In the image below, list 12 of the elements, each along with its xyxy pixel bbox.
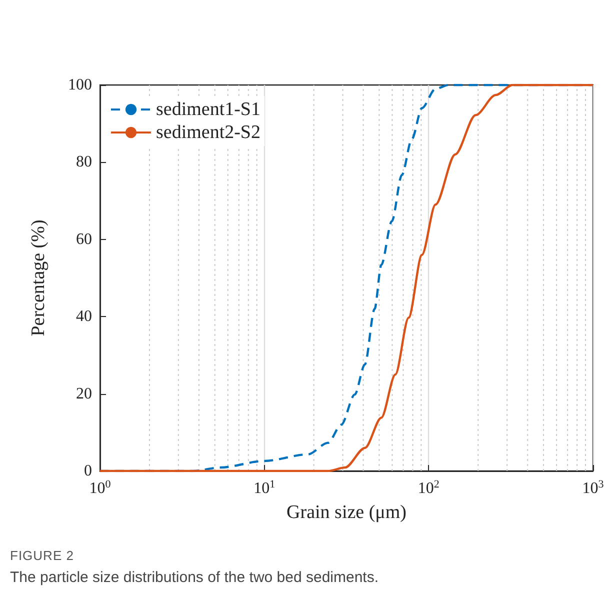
y-tick-label: 100 xyxy=(68,76,92,94)
y-tick-label: 40 xyxy=(76,308,92,326)
y-axis-title: Percentage (%) xyxy=(28,220,49,336)
text: The particle size distributions of the two bed sediments. xyxy=(10,569,380,586)
caption: FIGURE 2 xyxy=(10,548,75,563)
y-tick-label: 60 xyxy=(76,230,92,248)
y-tick-label: 0 xyxy=(84,462,92,480)
x-axis-title: Grain size (μm) xyxy=(286,502,406,523)
y-tick-label: 80 xyxy=(76,154,92,171)
legend-label: sediment1-S1 xyxy=(156,99,260,120)
y-tick-label: 20 xyxy=(76,385,92,402)
legend-label: sediment2-S2 xyxy=(156,122,260,143)
